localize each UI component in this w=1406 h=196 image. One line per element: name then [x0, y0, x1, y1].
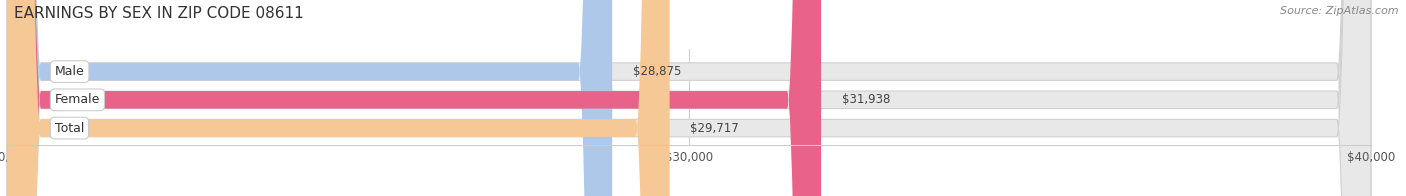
FancyBboxPatch shape	[7, 0, 821, 196]
FancyBboxPatch shape	[7, 0, 612, 196]
Text: Male: Male	[55, 65, 84, 78]
Text: $31,938: $31,938	[842, 93, 890, 106]
Text: Female: Female	[55, 93, 100, 106]
Text: Source: ZipAtlas.com: Source: ZipAtlas.com	[1281, 6, 1399, 16]
FancyBboxPatch shape	[7, 0, 1371, 196]
Text: $28,875: $28,875	[633, 65, 681, 78]
FancyBboxPatch shape	[7, 0, 1371, 196]
FancyBboxPatch shape	[7, 0, 1371, 196]
Text: EARNINGS BY SEX IN ZIP CODE 08611: EARNINGS BY SEX IN ZIP CODE 08611	[14, 6, 304, 21]
Text: Total: Total	[55, 122, 84, 135]
FancyBboxPatch shape	[7, 0, 669, 196]
Text: $29,717: $29,717	[690, 122, 738, 135]
